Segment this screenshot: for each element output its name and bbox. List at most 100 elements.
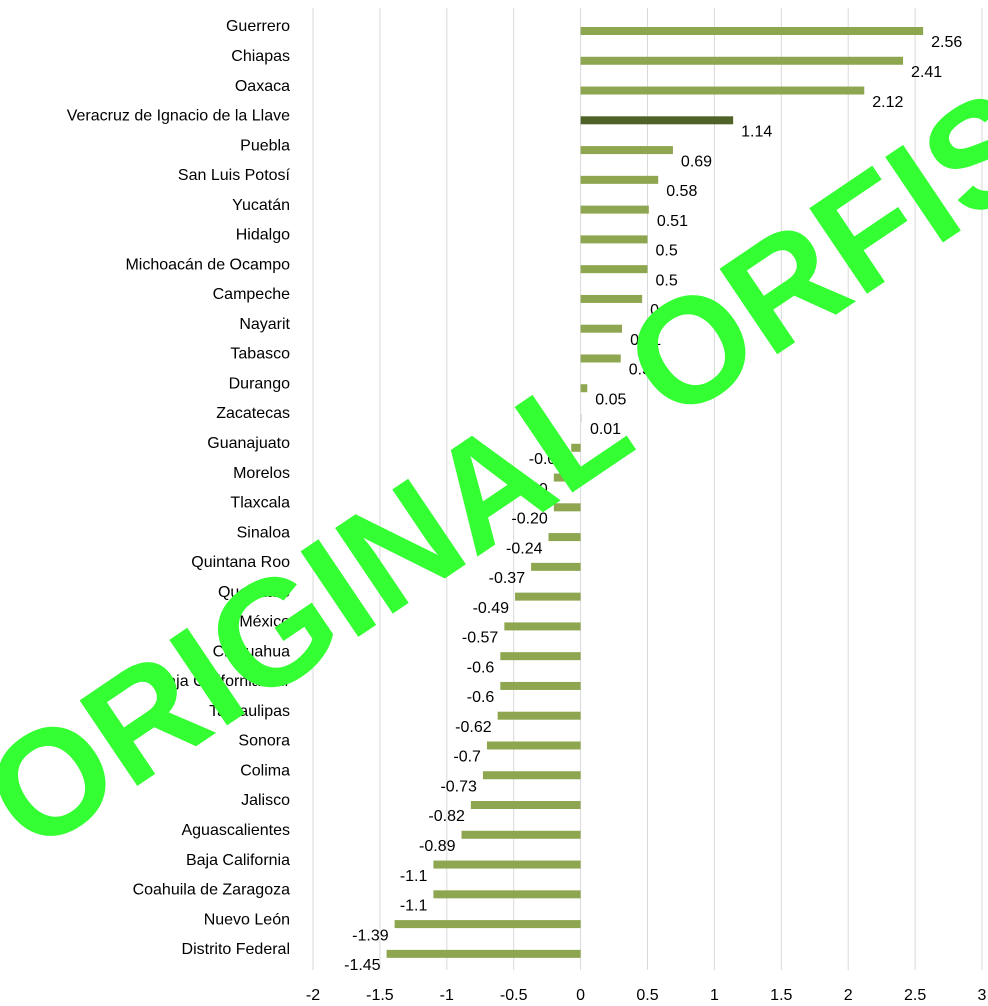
bar (580, 414, 582, 423)
bar (531, 562, 581, 571)
bar (571, 443, 581, 452)
x-tick-label: -1 (440, 987, 454, 1004)
y-tick-label: Campeche (213, 286, 290, 303)
bar (580, 27, 924, 35)
y-tick-label: Yucatán (232, 197, 290, 214)
bar (548, 533, 581, 542)
y-tick-label: Coahuila de Zaragoza (133, 882, 291, 899)
y-tick-label: Morelos (233, 465, 290, 482)
value-label: 2.41 (911, 64, 942, 81)
bar (580, 86, 865, 95)
x-tick-label: 2.5 (904, 987, 926, 1004)
bar (580, 205, 649, 214)
value-label: 1.14 (741, 124, 772, 141)
x-tick-label: -1.5 (366, 987, 394, 1004)
bar (504, 622, 581, 631)
y-tick-label: Zacatecas (216, 405, 290, 422)
y-tick-label: Nayarit (239, 316, 290, 333)
watermark: ORIGINAL ORFIS (0, 56, 988, 883)
value-label: 0.46 (650, 302, 681, 319)
y-tick-label: Puebla (240, 137, 290, 154)
x-tick-label: 1 (710, 987, 719, 1004)
bar (580, 384, 588, 393)
y-tick-label: Sonora (238, 733, 290, 750)
bar (515, 592, 581, 601)
value-label: 0.5 (656, 243, 678, 260)
value-label: -0.07 (529, 451, 566, 468)
value-label: -0.62 (455, 719, 492, 736)
value-label: -0.6 (467, 689, 495, 706)
value-label: -1.39 (352, 927, 389, 944)
bar (486, 741, 581, 750)
x-tick-label: 1.5 (770, 987, 792, 1004)
bar (433, 860, 581, 869)
y-tick-label: Chihuahua (213, 643, 291, 660)
bar (394, 920, 581, 929)
value-label: 0.51 (657, 213, 688, 230)
value-label: -0.37 (489, 570, 526, 587)
bar (580, 235, 648, 244)
y-tick-label: Baja California Sur (157, 673, 291, 690)
y-tick-label: Jalisco (241, 792, 290, 809)
y-tick-label: Sinaloa (237, 524, 290, 541)
y-tick-label: Guanajuato (207, 435, 290, 452)
value-label: 0.31 (630, 332, 661, 349)
value-label: 0.69 (681, 153, 712, 170)
value-label: -0.82 (428, 808, 465, 825)
y-tick-label: Tamaulipas (209, 703, 290, 720)
bar (580, 324, 623, 333)
bar (433, 890, 581, 899)
bar (580, 175, 659, 184)
y-tick-label: Quintana Roo (191, 554, 290, 571)
value-label: 2.12 (872, 94, 903, 111)
y-tick-label: Guerrero (226, 18, 290, 35)
bar (580, 116, 734, 125)
bar (500, 652, 581, 661)
bar (580, 146, 673, 155)
value-label: -0.6 (467, 659, 495, 676)
bar (386, 949, 581, 958)
bar (553, 503, 581, 512)
value-label: -1.1 (400, 898, 428, 915)
bar (482, 771, 581, 780)
value-label: 2.56 (931, 34, 962, 51)
value-label: -0.57 (462, 630, 499, 647)
y-tick-label: Chiapas (231, 48, 290, 65)
x-tick-label: -2 (306, 987, 320, 1004)
x-tick-label: 2 (844, 987, 853, 1004)
y-tick-label: Hidalgo (236, 227, 290, 244)
value-label: -0.20 (511, 511, 548, 528)
value-label: -1.45 (344, 957, 381, 974)
y-tick-label: Durango (229, 375, 290, 392)
y-tick-label: Aguascalientes (181, 822, 290, 839)
value-label: -0.20 (511, 481, 548, 498)
bar (580, 294, 643, 303)
value-label: -0.89 (419, 838, 456, 855)
bar (580, 354, 621, 363)
x-tick-label: 0 (576, 987, 585, 1004)
y-tick-label: México (239, 614, 290, 631)
y-tick-label: San Luis Potosí (178, 167, 291, 184)
value-label: 0.3 (629, 362, 651, 379)
x-tick-label: -0.5 (500, 987, 528, 1004)
bar (580, 56, 904, 65)
y-tick-label: Querétaro (218, 584, 290, 601)
value-label: -0.7 (453, 749, 481, 766)
value-label: -0.24 (506, 540, 543, 557)
value-label: 0.5 (656, 272, 678, 289)
bar (553, 473, 581, 482)
y-tick-label: Oaxaca (235, 78, 290, 95)
y-tick-label: Baja California (186, 852, 290, 869)
y-tick-label: Distrito Federal (182, 941, 290, 958)
x-tick-label: 0.5 (636, 987, 658, 1004)
value-label: -0.73 (440, 778, 477, 795)
y-tick-label: Michoacán de Ocampo (125, 256, 290, 273)
y-tick-label: Tabasco (230, 346, 290, 363)
y-tick-label: Nuevo León (204, 911, 290, 928)
y-tick-label: Tlaxcala (230, 495, 290, 512)
bar (500, 681, 581, 690)
y-tick-label: Veracruz de Ignacio de la Llave (67, 108, 290, 125)
x-tick-label: 3 (978, 987, 987, 1004)
bar (580, 265, 648, 274)
